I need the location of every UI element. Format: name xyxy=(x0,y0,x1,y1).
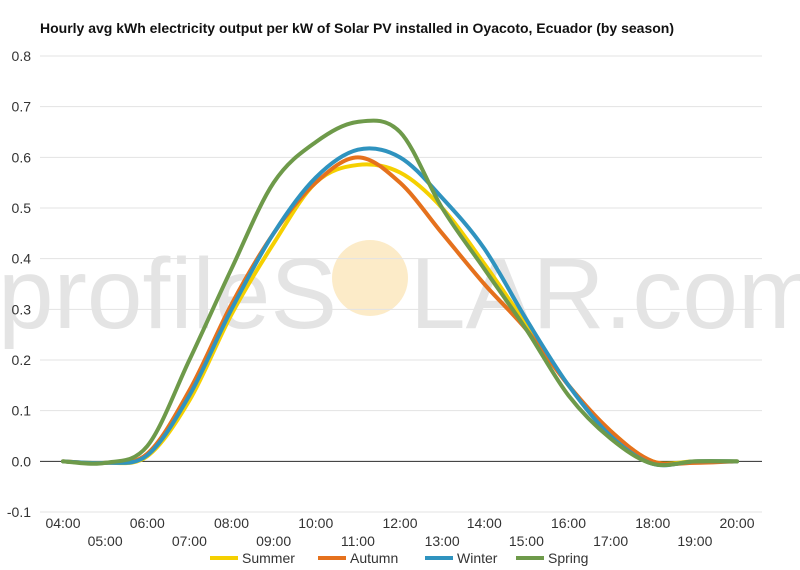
x-tick-label: 18:00 xyxy=(635,515,670,531)
y-tick-label: -0.1 xyxy=(7,504,31,520)
x-tick-label: 13:00 xyxy=(425,533,460,549)
watermark-text-left: profileS xyxy=(0,238,337,350)
x-tick-label: 10:00 xyxy=(298,515,333,531)
watermark-sun-logo xyxy=(332,240,408,316)
x-tick-label: 05:00 xyxy=(88,533,123,549)
profilesolar-watermark: profileS LAR.com xyxy=(0,238,800,350)
x-tick-label: 12:00 xyxy=(382,515,417,531)
y-tick-label: 0.0 xyxy=(12,453,32,469)
x-tick-label: 07:00 xyxy=(172,533,207,549)
x-tick-label: 15:00 xyxy=(509,533,544,549)
legend-label-autumn: Autumn xyxy=(350,550,398,566)
y-tick-label: 0.6 xyxy=(12,149,32,165)
x-axis-tick-labels: 04:00 05:00 06:00 07:00 08:00 09:00 10:00 11:00… xyxy=(45,515,754,549)
legend-label-spring: Spring xyxy=(548,550,588,566)
x-tick-label: 06:00 xyxy=(130,515,165,531)
series-line-spring xyxy=(61,118,739,468)
x-tick-label: 14:00 xyxy=(467,515,502,531)
y-tick-label: 0.3 xyxy=(12,301,32,317)
x-tick-label: 08:00 xyxy=(214,515,249,531)
y-tick-label: 0.5 xyxy=(12,200,32,216)
y-tick-label: 0.1 xyxy=(12,403,32,419)
y-tick-label: 0.7 xyxy=(12,99,32,115)
x-tick-label: 09:00 xyxy=(256,533,291,549)
x-tick-label: 04:00 xyxy=(45,515,80,531)
chart-title: Hourly avg kWh electricity output per kW… xyxy=(40,20,674,36)
series-lines xyxy=(61,118,739,468)
legend: Summer Autumn Winter Spring xyxy=(210,550,588,566)
y-tick-label: 0.4 xyxy=(12,251,32,267)
legend-label-winter: Winter xyxy=(457,550,498,566)
watermark-text-right: LAR.com xyxy=(410,238,800,350)
x-tick-label: 19:00 xyxy=(677,533,712,549)
x-tick-label: 16:00 xyxy=(551,515,586,531)
legend-label-summer: Summer xyxy=(242,550,295,566)
series-line-autumn xyxy=(61,155,739,467)
x-tick-label: 17:00 xyxy=(593,533,628,549)
grid-lines xyxy=(40,55,762,513)
y-axis-tick-labels: -0.1 0.0 0.1 0.2 0.3 0.4 0.5 0.6 0.7 0.8 xyxy=(7,48,31,520)
x-tick-label: 11:00 xyxy=(341,533,375,549)
y-tick-label: 0.8 xyxy=(12,48,32,64)
y-tick-label: 0.2 xyxy=(12,352,32,368)
x-tick-label: 20:00 xyxy=(719,515,754,531)
